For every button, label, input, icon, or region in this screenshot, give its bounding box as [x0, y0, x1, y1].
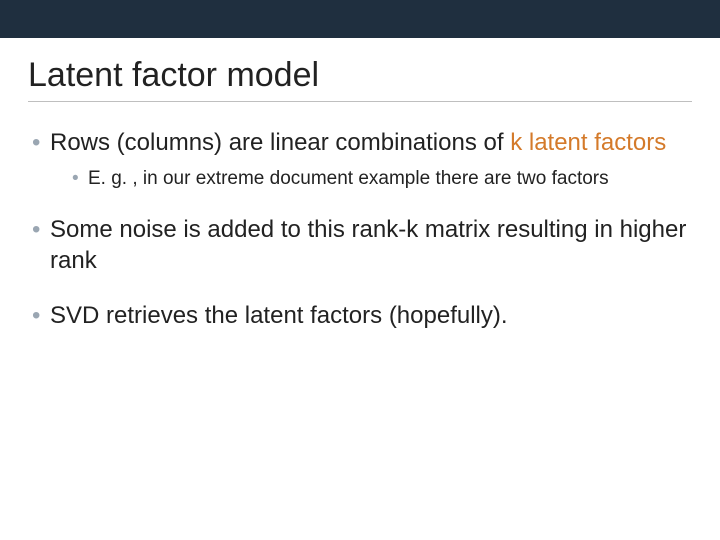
list-item: SVD retrieves the latent factors (hopefu…	[28, 301, 692, 332]
bullet-text: SVD retrieves the latent factors (hopefu…	[50, 302, 508, 329]
sub-bullet-text: E. g. , in our extreme document example …	[88, 168, 609, 189]
sub-bullet-list: E. g. , in our extreme document example …	[70, 167, 692, 192]
list-item: Some noise is added to this rank-k matri…	[28, 215, 692, 276]
slide-content: Latent factor model Rows (columns) are l…	[0, 38, 720, 332]
bullet-list: Rows (columns) are linear combinations o…	[28, 128, 692, 332]
accent-text: k latent factors	[510, 129, 666, 156]
list-item: E. g. , in our extreme document example …	[70, 167, 692, 192]
bullet-text: Rows (columns) are linear combinations o…	[50, 129, 510, 156]
bullet-text: Some	[50, 216, 119, 243]
list-item: Rows (columns) are linear combinations o…	[28, 128, 692, 191]
header-bar	[0, 0, 720, 38]
slide-title: Latent factor model	[28, 56, 692, 102]
noise-text: noise	[119, 216, 176, 243]
